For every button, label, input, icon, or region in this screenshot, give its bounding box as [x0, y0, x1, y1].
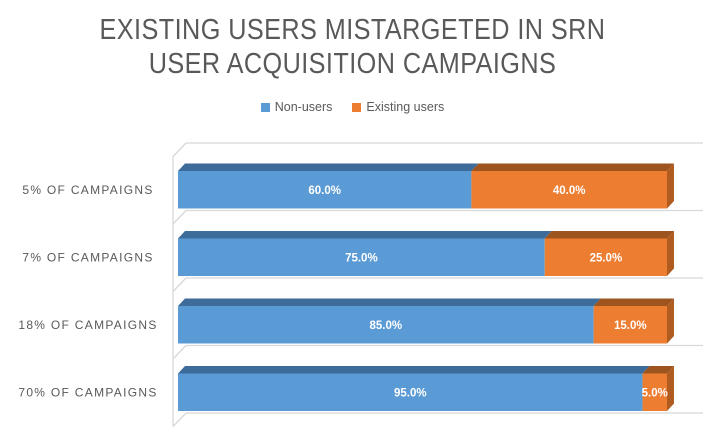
- bar-existing-users-top-face: [471, 163, 674, 171]
- bar-non-users-segment: [178, 238, 545, 276]
- bar-non-users-top-face: [178, 366, 650, 374]
- bar-non-users-segment: [178, 306, 594, 344]
- bar-non-users-segment: [178, 373, 643, 411]
- legend-swatch-existing-users-icon: [352, 102, 362, 112]
- legend-item-non-users: Non-users: [260, 100, 333, 114]
- legend-label-existing-users: Existing users: [366, 100, 445, 114]
- bar-existing-users-segment: [593, 306, 667, 344]
- bar-existing-users-top-face: [642, 366, 674, 374]
- chart-title-line-2: USER ACQUISITION CAMPAIGNS: [148, 48, 557, 80]
- bar-existing-users-segment: [471, 171, 667, 209]
- chart-title-line-1: EXISTING USERS MISTARGETED IN SRN: [99, 14, 606, 46]
- row-frame-depth-line: [172, 412, 187, 427]
- category-label: 7% OF CAMPAIGNS: [22, 250, 153, 264]
- value-label-existing-users: 40.0%: [553, 185, 586, 197]
- value-label-non-users: 75.0%: [345, 252, 378, 264]
- legend-swatch-non-users-icon: [260, 102, 270, 112]
- bar-non-users-top-face: [178, 231, 552, 239]
- bar-existing-users-side-face: [667, 366, 674, 411]
- value-label-existing-users: 5.0%: [642, 387, 668, 399]
- bar-existing-users-segment: [544, 238, 667, 276]
- bar-existing-users-side-face: [667, 231, 674, 276]
- bar-existing-users-top-face: [593, 298, 674, 306]
- bar-existing-users-top-face: [544, 231, 674, 239]
- value-label-non-users: 95.0%: [394, 387, 427, 399]
- bar-non-users-segment: [178, 171, 472, 209]
- bar-non-users-top-face: [178, 298, 601, 306]
- category-label: 5% OF CAMPAIGNS: [22, 183, 153, 197]
- chart-title: EXISTING USERS MISTARGETED IN SRN USER A…: [46, 13, 659, 81]
- row-frame-depth-line: [172, 277, 187, 292]
- value-label-non-users: 60.0%: [308, 185, 341, 197]
- row-frame-depth-line: [172, 142, 187, 157]
- value-label-existing-users: 25.0%: [590, 252, 623, 264]
- chart-legend: Non-users Existing users: [0, 99, 705, 115]
- legend-item-existing-users: Existing users: [352, 100, 444, 114]
- row-frame-depth-line: [172, 345, 187, 360]
- bar-existing-users-side-face: [667, 298, 674, 344]
- row-frame-depth-line: [172, 210, 187, 225]
- value-label-non-users: 85.0%: [370, 320, 403, 332]
- category-label: 18% OF CAMPAIGNS: [18, 318, 157, 332]
- legend-label-non-users: Non-users: [274, 100, 333, 114]
- bar-non-users-top-face: [178, 163, 479, 171]
- category-label: 70% OF CAMPAIGNS: [18, 385, 157, 399]
- bar-existing-users-segment: [642, 373, 667, 411]
- bar-existing-users-side-face: [667, 163, 674, 209]
- value-label-existing-users: 15.0%: [614, 320, 647, 332]
